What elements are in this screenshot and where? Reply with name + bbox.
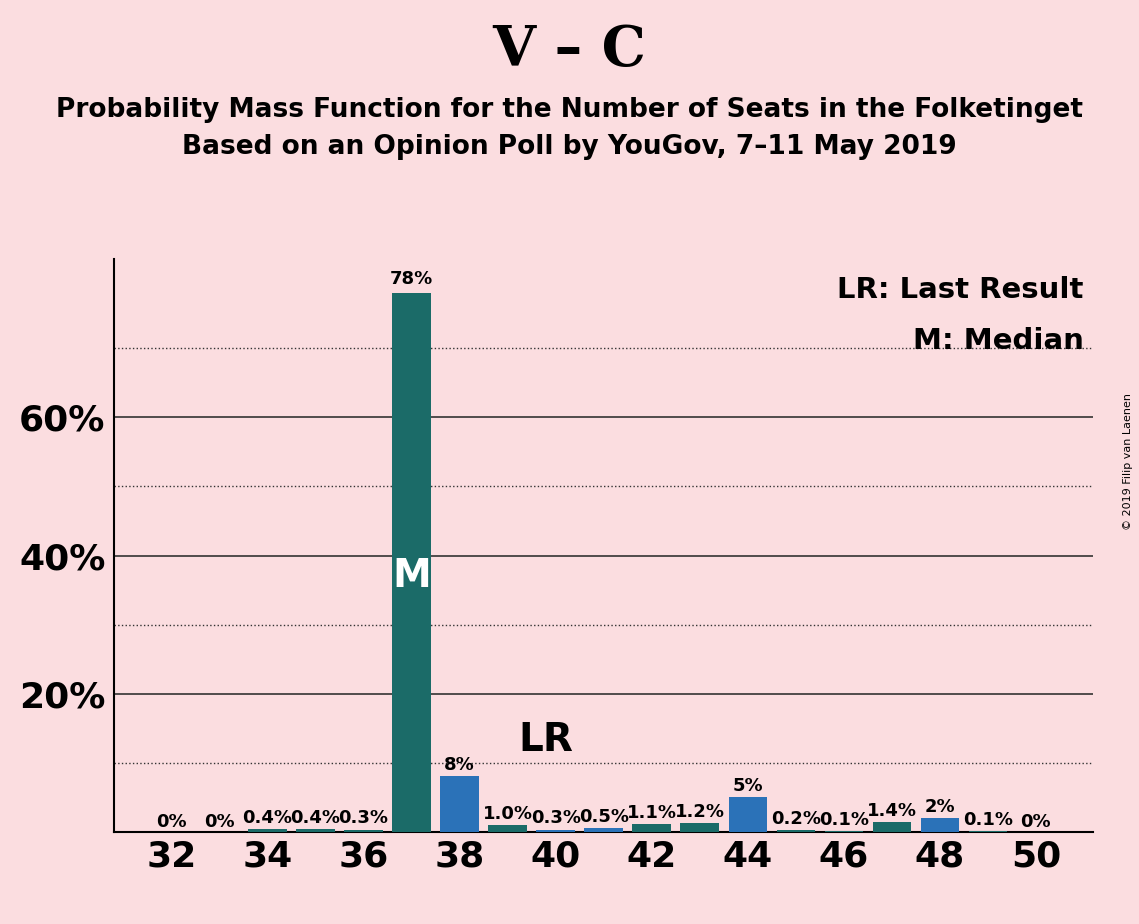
Text: V – C: V – C	[492, 23, 647, 79]
Bar	[489, 825, 527, 832]
Text: Probability Mass Function for the Number of Seats in the Folketinget: Probability Mass Function for the Number…	[56, 97, 1083, 123]
Text: 0.3%: 0.3%	[531, 809, 581, 828]
Bar	[777, 831, 814, 832]
Text: LR: LR	[518, 721, 574, 760]
Bar	[632, 824, 671, 832]
Text: 2%: 2%	[925, 797, 956, 816]
Text: 0.3%: 0.3%	[338, 809, 388, 828]
Text: 0.4%: 0.4%	[290, 808, 341, 827]
Text: M: M	[392, 557, 431, 595]
Text: 0.5%: 0.5%	[579, 808, 629, 826]
Bar	[393, 293, 431, 832]
Bar	[296, 829, 335, 832]
Text: 1.1%: 1.1%	[626, 804, 677, 822]
Text: 0.2%: 0.2%	[771, 810, 821, 828]
Text: 0.1%: 0.1%	[819, 811, 869, 829]
Text: LR: Last Result: LR: Last Result	[837, 276, 1083, 304]
Text: 0%: 0%	[204, 812, 235, 831]
Bar	[680, 823, 719, 832]
Bar	[248, 829, 287, 832]
Text: M: Median: M: Median	[912, 327, 1083, 356]
Text: 0%: 0%	[1021, 812, 1051, 831]
Text: © 2019 Filip van Laenen: © 2019 Filip van Laenen	[1123, 394, 1133, 530]
Text: 8%: 8%	[444, 756, 475, 773]
Bar	[584, 828, 623, 832]
Text: 0.1%: 0.1%	[962, 811, 1013, 829]
Text: 1.2%: 1.2%	[674, 803, 724, 821]
Bar	[344, 830, 383, 832]
Text: 78%: 78%	[390, 270, 433, 287]
Text: 5%: 5%	[732, 777, 763, 795]
Text: 0.4%: 0.4%	[243, 808, 293, 827]
Bar	[729, 797, 767, 832]
Bar	[536, 830, 575, 832]
Bar	[441, 776, 478, 832]
Text: Based on an Opinion Poll by YouGov, 7–11 May 2019: Based on an Opinion Poll by YouGov, 7–11…	[182, 134, 957, 160]
Text: 1.4%: 1.4%	[867, 802, 917, 820]
Text: 0%: 0%	[156, 812, 187, 831]
Bar	[872, 822, 911, 832]
Text: 1.0%: 1.0%	[483, 805, 533, 822]
Bar	[920, 818, 959, 832]
